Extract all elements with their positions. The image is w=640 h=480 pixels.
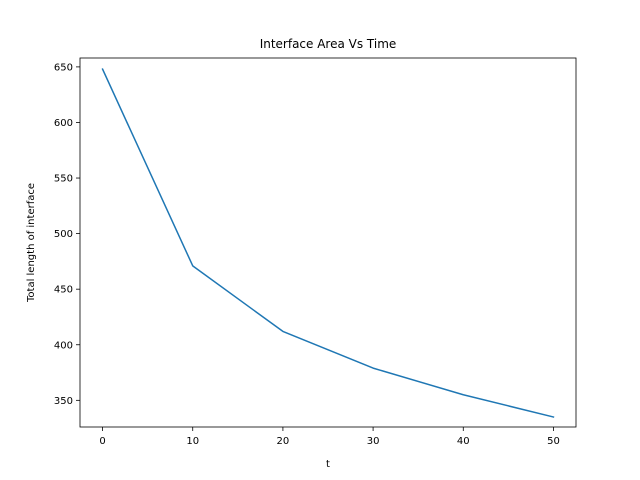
y-axis-ticks: 350 400 450 500 550 600 650	[54, 62, 80, 407]
x-tick-label: 40	[457, 436, 470, 447]
x-tick-label: 0	[99, 436, 105, 447]
y-tick-label: 500	[54, 229, 73, 240]
series-line	[101, 68, 555, 418]
y-axis-label: Total length of interface	[26, 183, 37, 303]
plot-area-frame	[79, 57, 577, 428]
x-axis-ticks: 0 10 20 30 40 50	[99, 427, 560, 447]
y-tick-label: 650	[54, 62, 73, 73]
chart-title: Interface Area Vs Time	[260, 37, 397, 51]
y-tick-label: 400	[54, 340, 73, 351]
y-tick-label: 550	[54, 174, 73, 185]
x-tick-label: 10	[186, 436, 199, 447]
y-tick-label: 450	[54, 285, 73, 296]
y-tick-label: 600	[54, 118, 73, 129]
x-tick-label: 30	[367, 436, 380, 447]
series-group	[101, 68, 555, 418]
x-tick-label: 20	[277, 436, 290, 447]
x-tick-label: 50	[547, 436, 560, 447]
x-axis-label: t	[326, 459, 330, 470]
y-tick-label: 350	[54, 396, 73, 407]
